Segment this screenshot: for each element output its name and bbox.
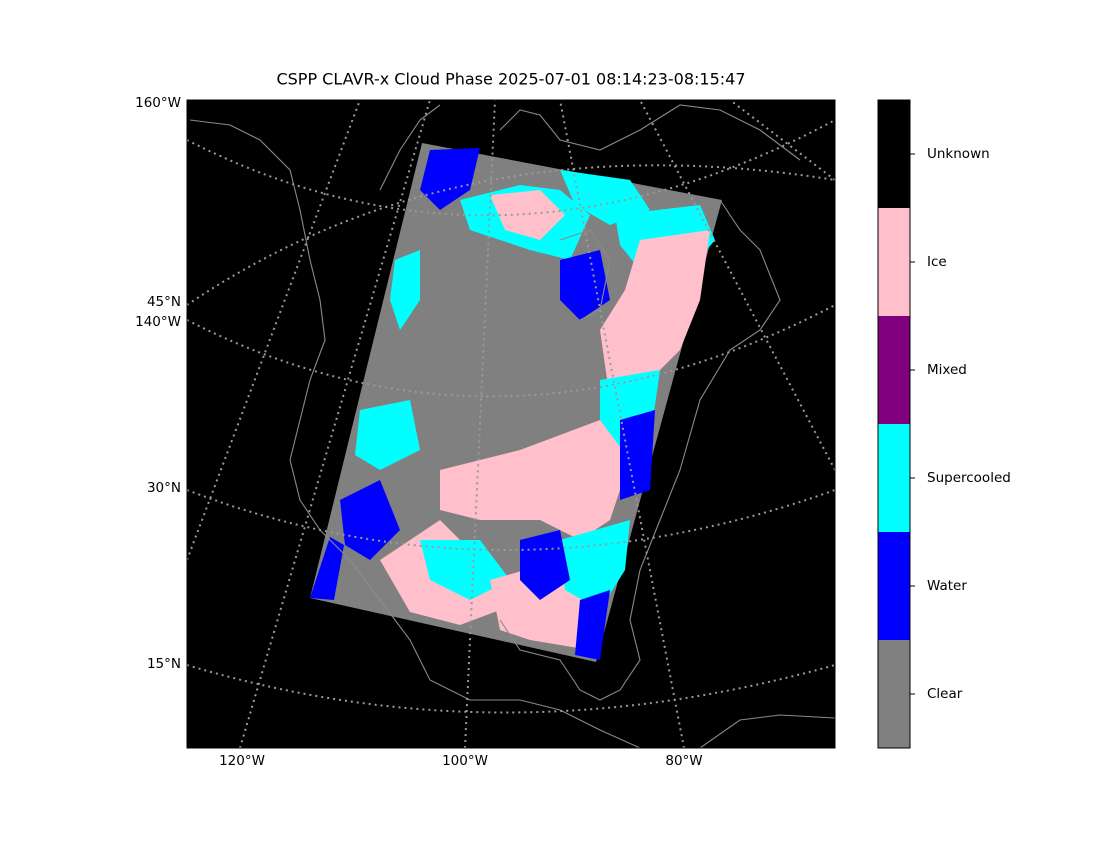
- colorbar-frame: [877, 99, 911, 749]
- coastlines: [189, 104, 835, 748]
- colorbar-label: Clear: [927, 686, 963, 702]
- map-frame: [186, 99, 836, 749]
- colorbar-segment: [878, 640, 910, 748]
- map-label: 15°N: [147, 656, 181, 672]
- colorbar-label: Water: [927, 578, 967, 594]
- region: [490, 190, 565, 240]
- colorbar-label: Supercooled: [927, 470, 1011, 486]
- map-label: 160°W: [135, 95, 181, 111]
- colorbar: Clear Water Supercooled Mixed Ice Unknown: [877, 99, 1011, 749]
- colorbar-segment: [878, 100, 910, 208]
- region: [560, 170, 650, 225]
- region: [355, 400, 420, 470]
- map-label: 30°N: [147, 480, 181, 496]
- region: [620, 410, 655, 500]
- title: CSPP CLAVR-x Cloud Phase 2025-07-01 08:1…: [276, 70, 745, 89]
- region: [600, 230, 710, 400]
- map-label: 100°W: [442, 753, 488, 769]
- map-label: 45°N: [147, 294, 181, 310]
- graticule: [187, 100, 835, 748]
- region: [420, 148, 480, 210]
- map-label: 120°W: [219, 753, 265, 769]
- colorbar-segment: [878, 208, 910, 316]
- colorbar-label: Unknown: [927, 146, 990, 162]
- colorbar-label: Mixed: [927, 362, 967, 378]
- region: [560, 520, 630, 610]
- region: [390, 250, 420, 330]
- map: 160°W 45°N 140°W 30°N 15°N 120°W 100°W 8…: [135, 95, 836, 769]
- region: [575, 590, 610, 660]
- cloud-regions: [310, 148, 715, 660]
- map-label: 140°W: [135, 314, 181, 330]
- map-label: 80°W: [665, 753, 702, 769]
- colorbar-segment: [878, 424, 910, 532]
- region: [310, 537, 344, 600]
- region: [440, 420, 630, 540]
- region: [340, 480, 400, 560]
- region: [420, 540, 510, 600]
- colorbar-segment: [878, 316, 910, 424]
- region: [560, 250, 610, 320]
- colorbar-label: Ice: [927, 254, 947, 270]
- colorbar-segment: [878, 532, 910, 640]
